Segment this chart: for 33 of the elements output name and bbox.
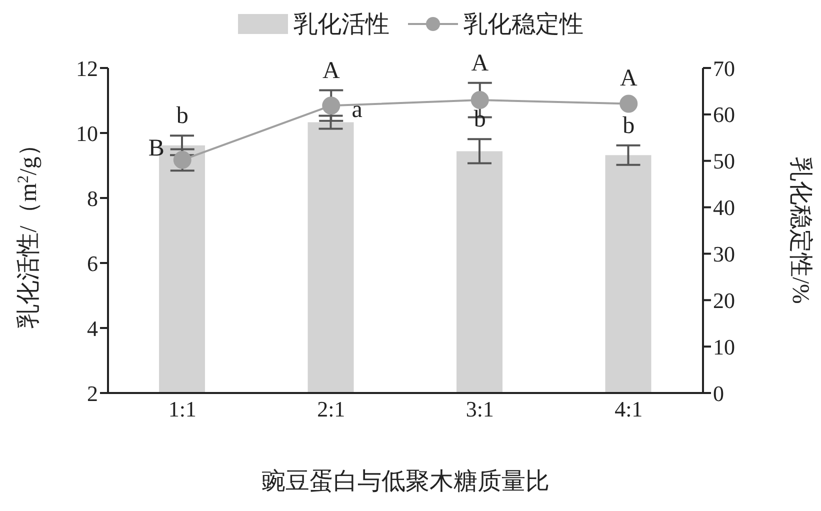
y2-tick-label: 0 [713, 380, 724, 406]
x-tick-label: 2:1 [317, 396, 346, 422]
annotation: a [352, 97, 363, 124]
annotation: b [176, 103, 188, 130]
x-tick-label: 1:1 [168, 396, 196, 422]
annotation: A [620, 65, 638, 92]
x-axis-title: 豌豆蛋白与低聚木糖质量比 [262, 468, 550, 495]
y2-tick-label: 10 [713, 334, 735, 360]
point [470, 91, 489, 110]
annotation: A [322, 58, 340, 84]
annotation: A [471, 50, 490, 76]
y2-tick-label: 30 [713, 242, 735, 267]
x-tick-label: 4:1 [614, 396, 643, 422]
y-tick-label: 2 [87, 380, 98, 406]
point [173, 150, 192, 169]
y2-tick-label: 50 [713, 148, 735, 174]
x-tick-label: 3:1 [466, 396, 494, 422]
y-tick-label: 4 [87, 316, 98, 341]
legend-label: 乳化稳定性 [464, 10, 584, 40]
y-tick-label: 12 [76, 56, 98, 81]
annotation: b [622, 112, 635, 139]
y-tick-label: 8 [87, 186, 98, 211]
point [322, 96, 340, 115]
annotation: B [148, 135, 164, 162]
point [620, 94, 638, 113]
y2-tick-label: 20 [713, 288, 735, 313]
y-tick-label: 6 [87, 250, 98, 276]
y2-tick-label: 60 [713, 102, 735, 128]
y2-axis-title: 乳化稳定性/% [787, 157, 814, 304]
y2-tick-label: 70 [713, 56, 735, 81]
y2-tick-label: 40 [713, 195, 735, 220]
legend-label: 乳化活性 [294, 11, 390, 40]
y-tick-label: 10 [76, 120, 98, 146]
